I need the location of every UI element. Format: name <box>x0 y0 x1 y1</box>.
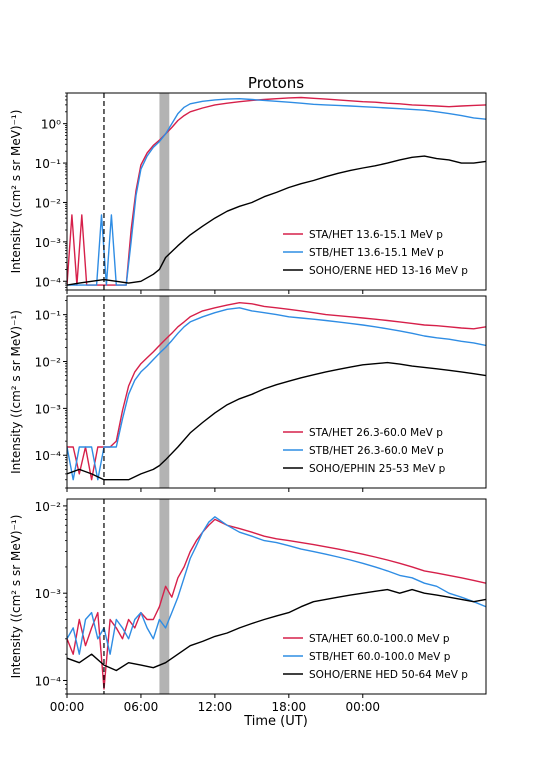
legend-entry: STB/HET 60.0-100.0 MeV p <box>309 651 451 663</box>
x-tick-label: 18:00 <box>272 700 307 714</box>
legend-entry: SOHO/EPHIN 25-53 MeV p <box>309 463 446 475</box>
legend-entry: SOHO/ERNE HED 50-64 MeV p <box>309 669 468 681</box>
series-line-1 <box>67 302 486 481</box>
y-tick-label: 10⁻² <box>35 500 62 514</box>
series-line-3 <box>67 155 486 286</box>
figure-title: Protons <box>248 74 304 92</box>
shaded-interval <box>159 499 170 694</box>
y-tick-label: 10⁻⁴ <box>35 449 62 463</box>
series-line-2 <box>67 307 486 481</box>
x-tick-label: 00:00 <box>345 700 380 714</box>
y-tick-label: 10⁻⁴ <box>35 674 62 688</box>
y-tick-label: 10⁻¹ <box>35 309 62 323</box>
y-tick-label: 10⁻³ <box>35 587 62 601</box>
y-tick-label: 10⁻³ <box>35 236 62 250</box>
y-axis-label: Intensity ((cm² s sr MeV)⁻¹) <box>9 310 23 474</box>
panels: 10⁻⁴ 10⁻³ 10⁻² 10⁻¹ 10⁰ Intensity ((cm² s sr … <box>9 92 487 714</box>
y-axis-label: Intensity ((cm² s sr MeV)⁻¹) <box>9 515 23 679</box>
legend-entry: STA/HET 13.6-15.1 MeV p <box>309 229 443 241</box>
axes-frame <box>66 498 487 695</box>
y-tick-label: 10⁻⁴ <box>35 275 62 289</box>
axes-frame <box>66 295 487 489</box>
legend-entry: STA/HET 60.0-100.0 MeV p <box>309 633 450 645</box>
legend-entry: SOHO/ERNE HED 13-16 MeV p <box>309 265 468 277</box>
shaded-interval <box>159 296 170 488</box>
shaded-interval <box>159 93 170 290</box>
axes-frame <box>66 92 487 291</box>
series-line-2 <box>67 516 486 655</box>
y-tick-label: 10⁻² <box>35 196 62 210</box>
series-line-3 <box>67 588 486 672</box>
series-line-3 <box>67 361 486 481</box>
series-line-2 <box>67 97 486 286</box>
y-tick-label: 10⁻³ <box>35 402 62 416</box>
x-tick-label: 12:00 <box>198 700 233 714</box>
panel-1: 10⁻⁴ 10⁻³ 10⁻² 10⁻¹ 10⁰ Intensity ((cm² s sr … <box>9 92 487 294</box>
y-tick-label: 10⁻¹ <box>35 157 62 171</box>
legend-entry: STA/HET 26.3-60.0 MeV p <box>309 427 443 439</box>
legend-entry: STB/HET 13.6-15.1 MeV p <box>309 247 444 259</box>
x-axis-label: Time (UT) <box>243 714 308 729</box>
series-line-1 <box>67 96 486 286</box>
panel-2: 10⁻⁴ 10⁻³ 10⁻² 10⁻¹ Intensity ((cm² s sr MeV… <box>9 295 487 492</box>
series-line-1 <box>67 518 486 690</box>
panel-3: 10⁻⁴ 10⁻³ 10⁻² 00:00 06:00 12:00 18:00 00:00 Int… <box>9 498 487 714</box>
legend-entry: STB/HET 26.3-60.0 MeV p <box>309 445 444 457</box>
y-tick-label: 10⁰ <box>41 118 61 132</box>
y-axis-label: Intensity ((cm² s sr MeV)⁻¹) <box>9 110 23 274</box>
x-tick-label: 00:00 <box>50 700 85 714</box>
x-tick-label: 06:00 <box>124 700 159 714</box>
y-tick-label: 10⁻² <box>35 356 62 370</box>
